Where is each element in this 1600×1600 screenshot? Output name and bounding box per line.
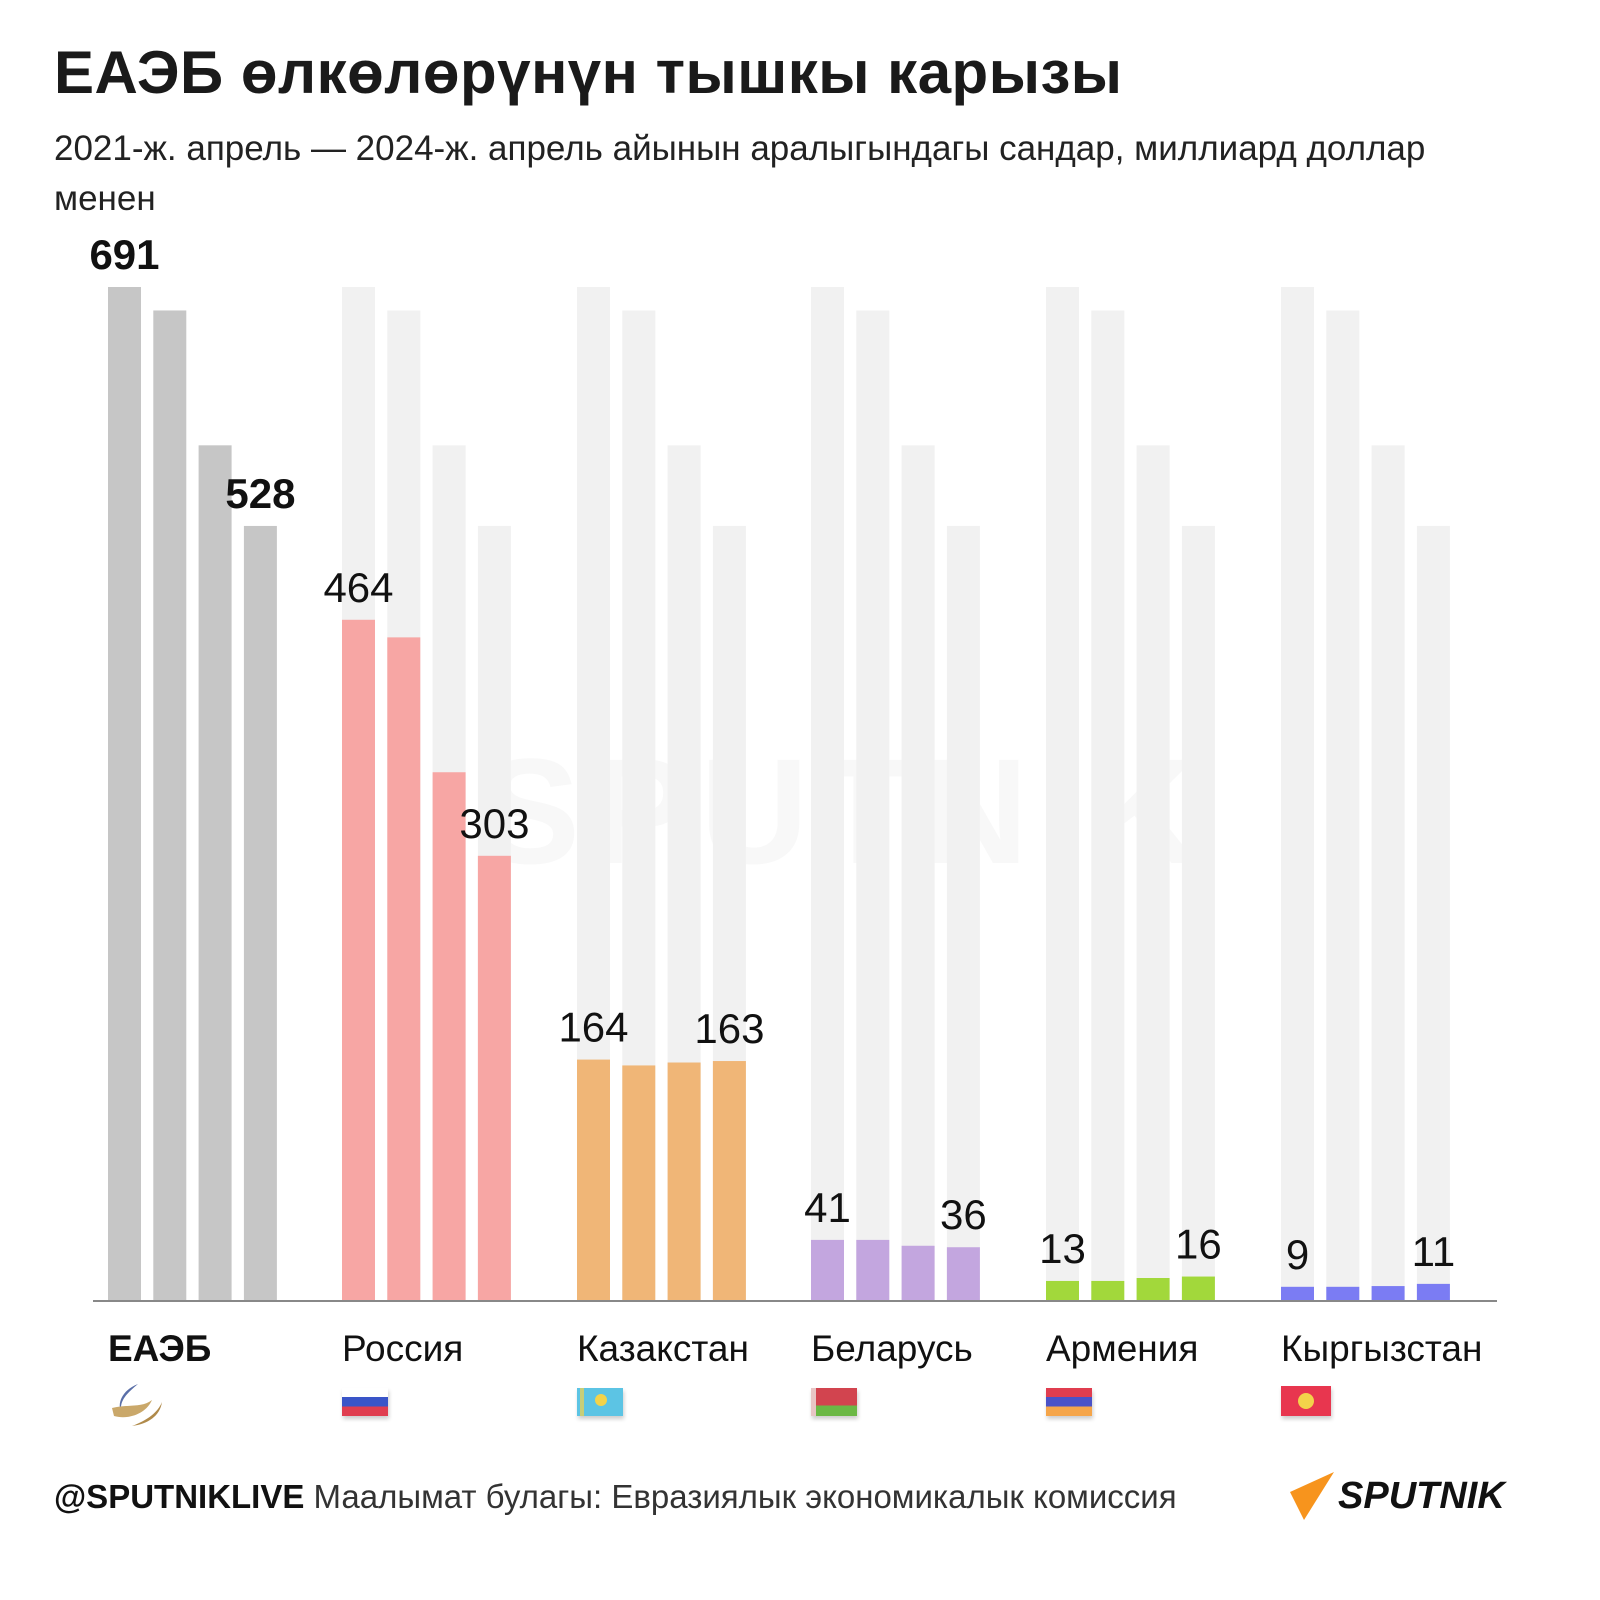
brand-name: SPUTNIK <box>1338 1474 1505 1517</box>
background-bar <box>1281 287 1314 1300</box>
category-label-kyrgyzstan: Кыргызстан <box>1281 1328 1483 1369</box>
background-bar <box>1136 445 1170 1301</box>
footer: @SPUTNIKLIVE Маалымат булагы: Евразиялык… <box>54 1478 1177 1516</box>
armenia-flag-icon <box>1046 1388 1092 1416</box>
data-label: 16 <box>1175 1221 1222 1268</box>
bar-2-3 <box>712 1061 746 1300</box>
sputnik-logo: SPUTNIK <box>1290 1470 1505 1522</box>
bar-4-2 <box>1136 1278 1170 1300</box>
background-bar <box>1181 525 1215 1300</box>
data-label: 464 <box>323 564 393 611</box>
background-bar <box>901 445 935 1301</box>
bar-0-3 <box>243 525 277 1300</box>
bar-5-0 <box>1281 1286 1314 1300</box>
bar-2-0 <box>577 1059 610 1300</box>
footer-source: Маалымат булагы: Евразиялык экономикалык… <box>313 1478 1177 1515</box>
background-bar <box>811 287 844 1300</box>
chart-subtitle: 2021-ж. апрель — 2024-ж. апрель айынын а… <box>54 129 1426 218</box>
bar-1-3 <box>477 855 511 1300</box>
bar-1-1 <box>387 637 421 1300</box>
data-label: 163 <box>694 1005 764 1052</box>
bar-2-2 <box>667 1062 701 1300</box>
category-label-kazakhstan: Казакстан <box>577 1328 749 1369</box>
background-bar <box>1091 310 1125 1300</box>
footer-handle: @SPUTNIKLIVE <box>54 1478 305 1515</box>
bar-0-2 <box>198 445 232 1301</box>
data-label: 691 <box>89 231 159 278</box>
russia-flag-icon <box>342 1388 388 1416</box>
bar-1-2 <box>432 772 466 1300</box>
bar-0-0 <box>108 287 141 1300</box>
background-bar <box>1046 287 1079 1300</box>
kyrgyzstan-flag-icon <box>1281 1386 1331 1416</box>
bar-1-0 <box>342 619 375 1300</box>
background-bar <box>856 310 890 1300</box>
data-label: 41 <box>804 1184 851 1231</box>
bar-5-2 <box>1371 1286 1405 1300</box>
category-label-russia: Россия <box>342 1328 464 1369</box>
background-bar <box>1326 310 1360 1300</box>
background-bar <box>1371 445 1405 1301</box>
background-bar <box>946 525 980 1300</box>
eaeu-logo-icon <box>112 1384 162 1426</box>
data-label: 36 <box>940 1191 987 1238</box>
chart-title: ЕАЭБ өлкөлөрүнүн тышкы карызы <box>54 39 1123 106</box>
background-bar <box>1416 525 1450 1300</box>
data-label: 9 <box>1286 1231 1309 1278</box>
data-label: 303 <box>459 800 529 847</box>
data-label: 164 <box>558 1004 628 1051</box>
category-label-armenia: Армения <box>1046 1328 1199 1369</box>
category-label-eaeu: ЕАЭБ <box>108 1328 212 1369</box>
bar-3-1 <box>856 1239 890 1300</box>
bar-0-1 <box>153 310 187 1300</box>
kazakhstan-flag-icon <box>577 1388 623 1416</box>
bar-4-0 <box>1046 1280 1079 1300</box>
data-label: 13 <box>1039 1225 1086 1272</box>
belarus-flag-icon <box>811 1388 857 1416</box>
bar-5-3 <box>1416 1283 1450 1300</box>
bar-4-3 <box>1181 1276 1215 1300</box>
bar-4-1 <box>1091 1280 1125 1300</box>
data-label: 11 <box>1412 1228 1456 1275</box>
bar-3-0 <box>811 1239 844 1300</box>
bar-3-3 <box>946 1247 980 1300</box>
bar-2-1 <box>622 1065 656 1300</box>
bar-3-2 <box>901 1245 935 1300</box>
data-label: 528 <box>225 470 295 517</box>
category-label-belarus: Беларусь <box>811 1328 973 1369</box>
sputnik-arrow-icon <box>1290 1472 1334 1520</box>
bar-5-1 <box>1326 1286 1360 1300</box>
